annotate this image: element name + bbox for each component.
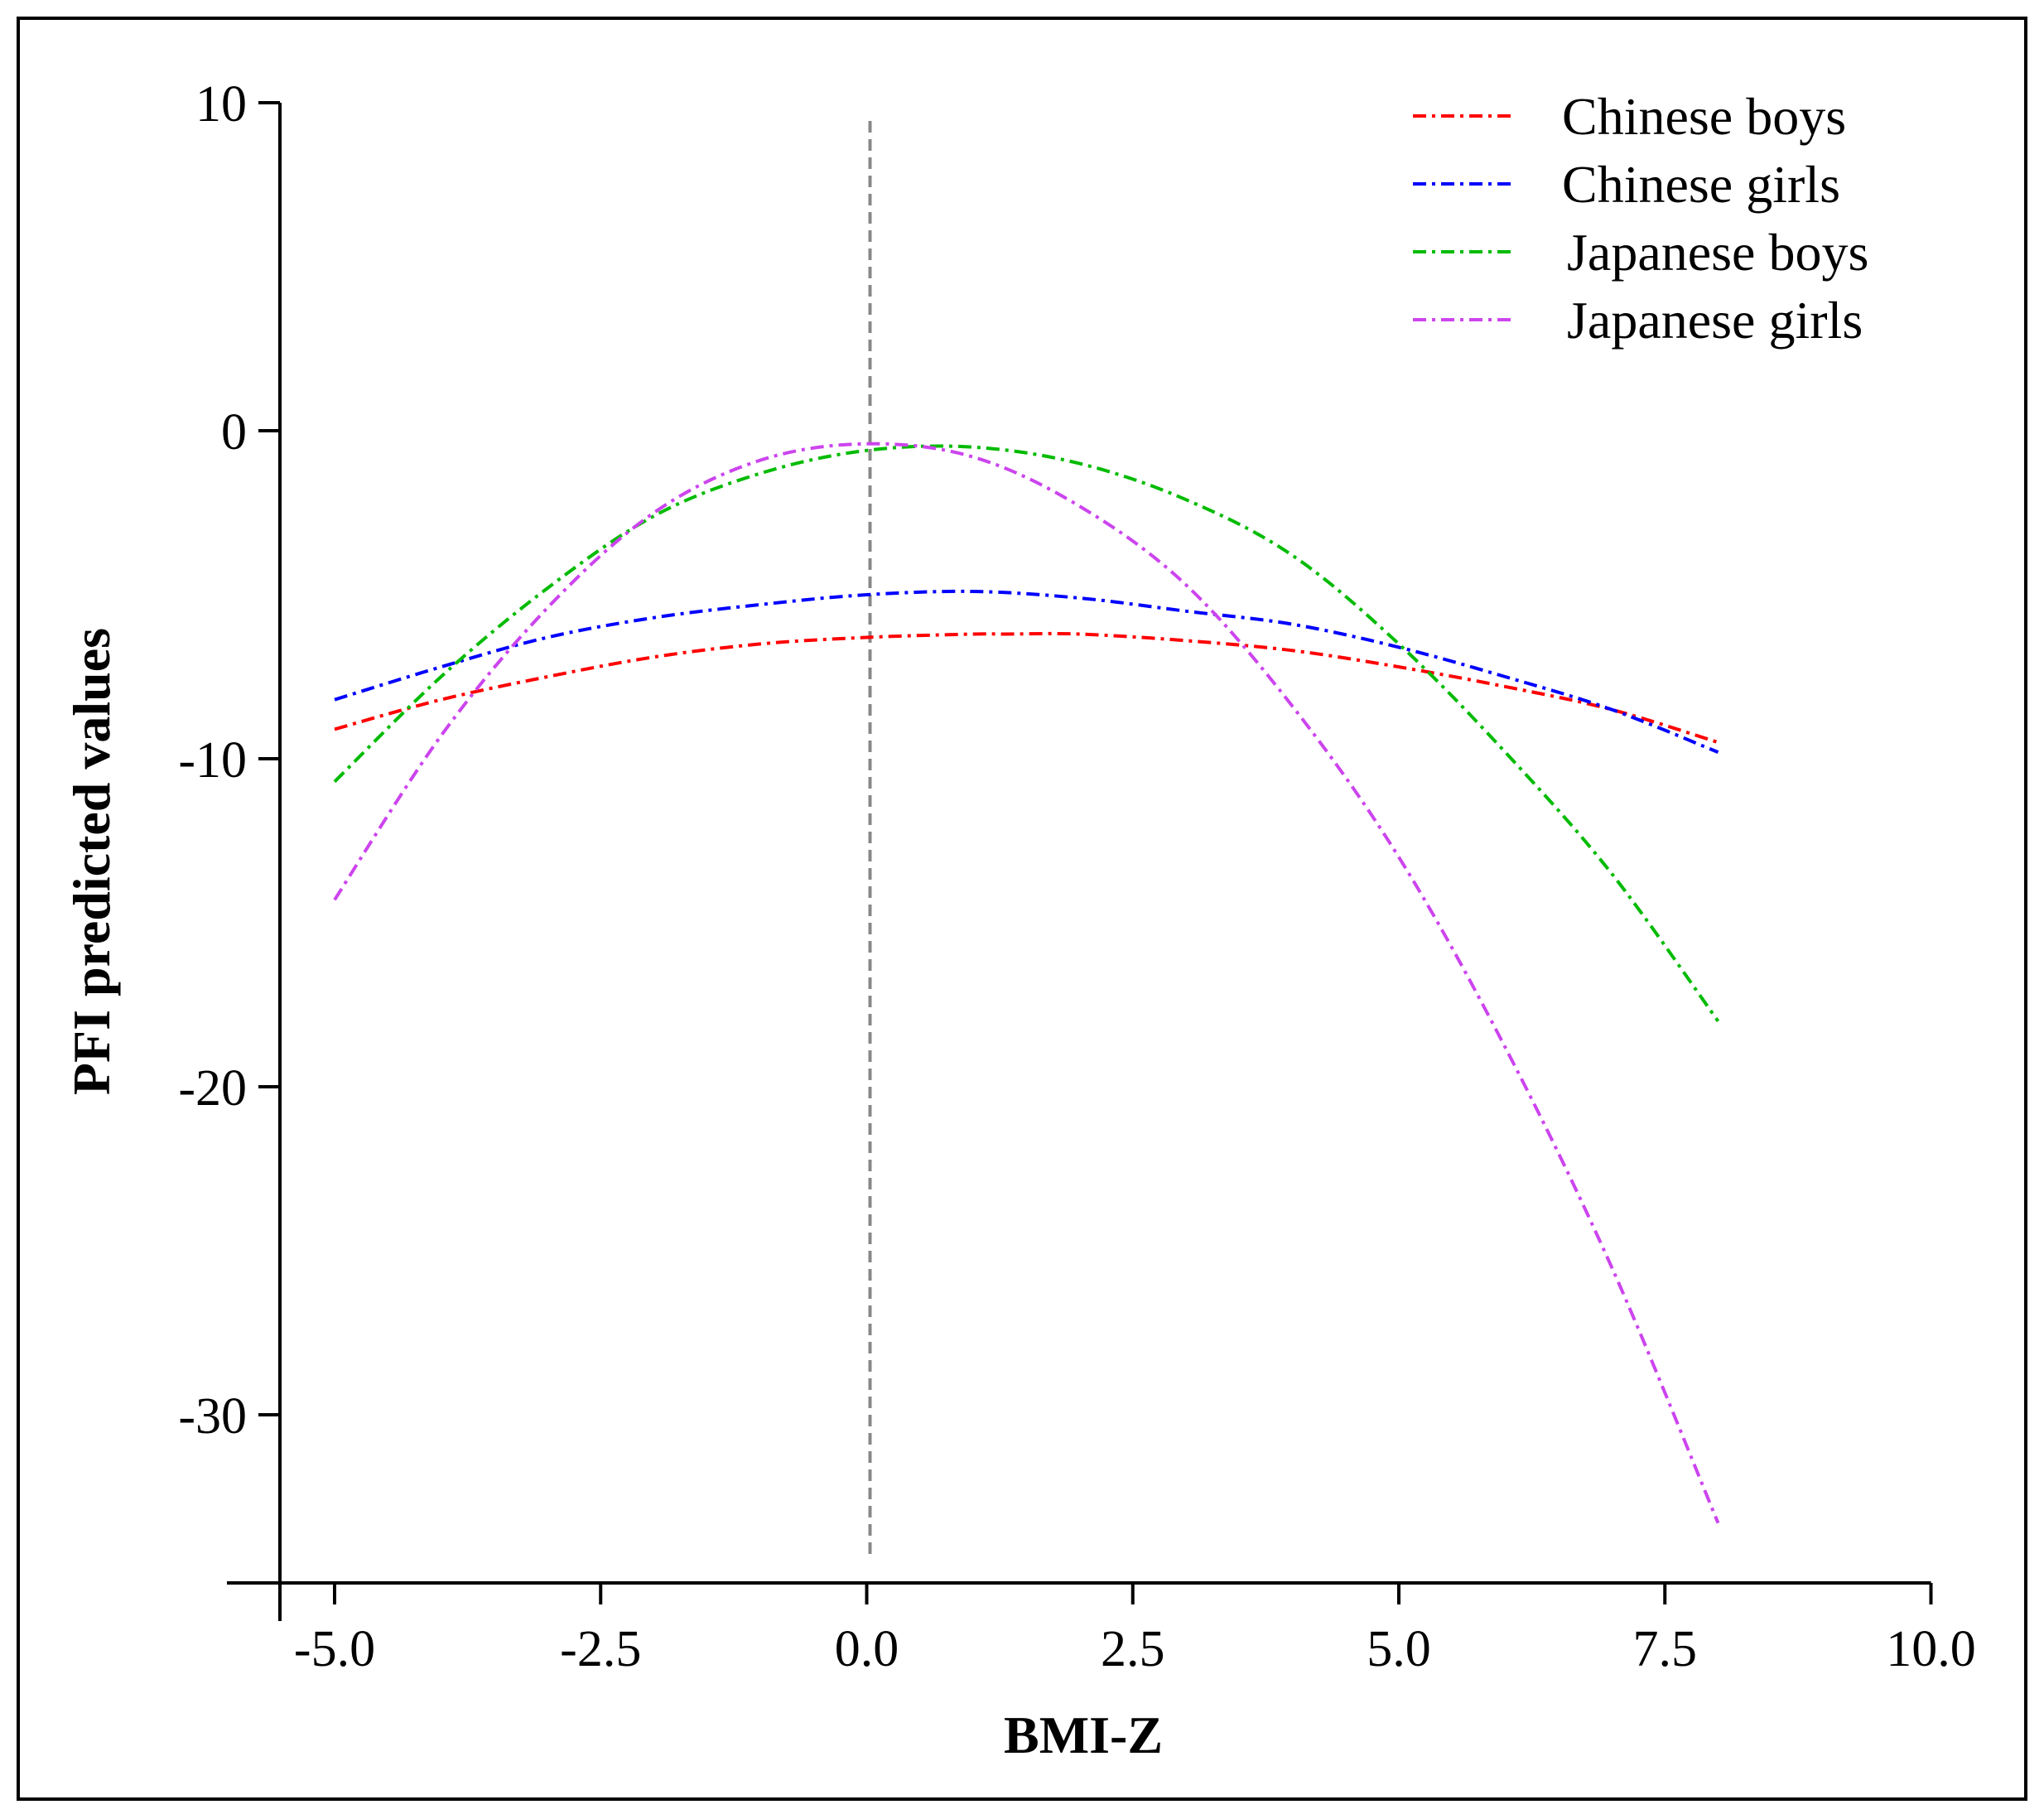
legend-label-japanese-girls: Japanese girls (1567, 291, 1863, 350)
y-tick-label: 10 (195, 76, 247, 133)
legend-label-chinese-girls: Chinese girls (1562, 155, 1840, 214)
x-tick-label: 0.0 (835, 1621, 899, 1677)
x-tick-label: -5.0 (294, 1621, 375, 1677)
y-tick-label: -20 (178, 1060, 247, 1117)
chart-frame (17, 17, 2027, 1801)
x-axis-title: BMI-Z (1004, 1706, 1163, 1764)
series-line-chinese-girls (334, 589, 1719, 754)
legend: Chinese boys Chinese girls Japanese boys Ja… (1413, 87, 1868, 350)
series-line-japanese-boys (333, 444, 1720, 1022)
x-tick-label: 10.0 (1886, 1621, 1976, 1677)
x-tick-label: -2.5 (560, 1621, 641, 1677)
y-tick-label: -10 (178, 732, 247, 789)
x-tick-label: 7.5 (1633, 1621, 1698, 1677)
axes-layer: -5.0 -2.5 0.0 2.5 5.0 7.5 10.0 10 0 -10 -20 -30 (178, 76, 1975, 1677)
legend-label-chinese-boys: Chinese boys (1562, 87, 1846, 146)
x-tick-label: 5.0 (1367, 1621, 1431, 1677)
y-tick-label: -30 (178, 1388, 247, 1445)
y-axis-title: PFI predicted values (62, 628, 121, 1095)
x-tick-label: 2.5 (1101, 1621, 1165, 1677)
legend-label-japanese-boys: Japanese boys (1567, 223, 1868, 282)
series-layer (333, 441, 1720, 1524)
series-line-chinese-boys (334, 631, 1719, 745)
y-tick-label: 0 (221, 404, 247, 461)
